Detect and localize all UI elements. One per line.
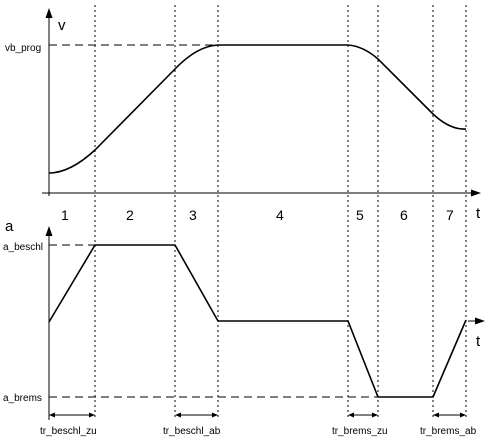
dimension-arrow-right bbox=[460, 412, 466, 418]
acceleration-axis-label: a bbox=[5, 218, 14, 235]
dimension-arrow-left bbox=[348, 412, 354, 418]
velocity-curve bbox=[48, 44, 467, 174]
acceleration-time-label: t bbox=[476, 333, 481, 350]
duration-label: tr_beschl_ab bbox=[163, 426, 221, 437]
duration-brems-zu: tr_brems_zu bbox=[332, 412, 388, 437]
phase-number-5: 5 bbox=[356, 207, 364, 223]
duration-brems-ab: tr_brems_ab bbox=[420, 412, 477, 437]
phase-number-7: 7 bbox=[446, 207, 454, 223]
duration-beschl-zu: tr_beschl_zu bbox=[40, 412, 97, 437]
duration-label: tr_brems_zu bbox=[332, 426, 388, 437]
dimension-arrow-right bbox=[212, 412, 218, 418]
phase-number-1: 1 bbox=[61, 207, 69, 223]
acceleration-plot: a a_beschl a_brems t bbox=[3, 218, 485, 420]
dimension-arrow-right bbox=[89, 412, 95, 418]
phase-number-6: 6 bbox=[400, 207, 408, 223]
duration-label: tr_beschl_zu bbox=[40, 426, 97, 437]
dimension-arrow-left bbox=[49, 412, 55, 418]
velocity-time-label: t bbox=[476, 205, 481, 222]
phase-number-4: 4 bbox=[276, 207, 284, 223]
phase-number-2: 2 bbox=[126, 207, 134, 223]
duration-label: tr_brems_ab bbox=[420, 426, 477, 437]
acceleration-time-axis-arrow bbox=[475, 317, 485, 325]
vb-prog-label: vb_prog bbox=[5, 43, 41, 54]
velocity-axis-label: v bbox=[58, 17, 66, 34]
duration-dimensions: tr_beschl_zu tr_beschl_ab tr_brems_zu tr… bbox=[40, 412, 477, 437]
phase-boundaries bbox=[94, 5, 467, 420]
velocity-plot: v t vb_prog bbox=[5, 8, 481, 222]
a-brems-label: a_brems bbox=[3, 393, 42, 404]
dimension-arrow-left bbox=[433, 412, 439, 418]
phase-number-3: 3 bbox=[189, 207, 197, 223]
phase-numbers: 1 2 3 4 5 6 7 bbox=[61, 207, 454, 223]
duration-beschl-ab: tr_beschl_ab bbox=[163, 412, 221, 437]
acceleration-y-axis-arrow bbox=[45, 226, 53, 236]
dimension-arrow-right bbox=[372, 412, 378, 418]
dimension-arrow-left bbox=[175, 412, 181, 418]
a-beschl-label: a_beschl bbox=[3, 242, 43, 253]
acceleration-curve bbox=[48, 244, 467, 398]
velocity-y-axis-arrow bbox=[45, 8, 53, 18]
velocity-time-axis-arrow bbox=[471, 189, 481, 197]
